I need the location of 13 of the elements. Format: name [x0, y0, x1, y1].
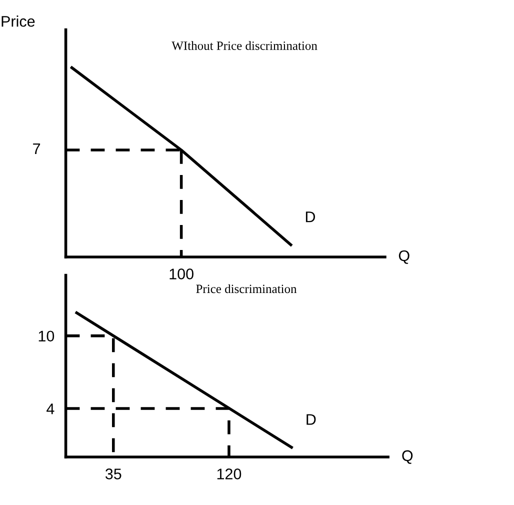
chart-title: WIthout Price discrimination	[172, 41, 318, 50]
x-tick-label: 120	[217, 468, 242, 480]
y-axis-title: Price	[2, 16, 35, 27]
x-axis-title: Q	[402, 450, 413, 464]
x-tick-label: 35	[105, 468, 122, 480]
series-label: D	[306, 212, 316, 222]
annotation: 100	[170, 268, 194, 280]
y-tick-label: 4	[46, 404, 54, 414]
text: 7	[33, 143, 40, 154]
y-tick-label: 10	[38, 330, 54, 342]
series-label: D	[306, 414, 316, 425]
x-axis-title: Q	[398, 250, 410, 264]
text: Price discrimination	[196, 284, 297, 294]
